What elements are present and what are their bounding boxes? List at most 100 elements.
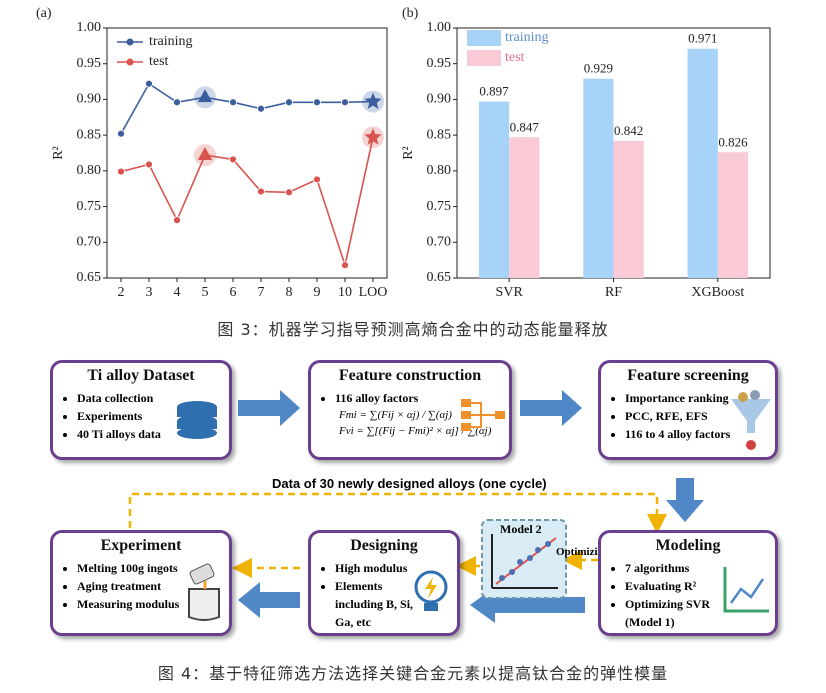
x-tick-label: 4 [174, 285, 181, 300]
x-tick-label: XGBoost [691, 285, 744, 300]
arrow [238, 390, 300, 426]
series-line [120, 82, 374, 135]
plot-frame [106, 27, 388, 279]
x-tick-label: 10 [338, 285, 352, 300]
y-axis-label: R² [51, 146, 66, 160]
item: Data collection [77, 389, 221, 407]
cycle-line [128, 492, 667, 534]
screening-box: Feature screening Importance rankingPCC,… [598, 360, 778, 460]
item: High modulus [335, 559, 425, 577]
point [285, 188, 293, 197]
y-tick-label: 0.85 [427, 127, 452, 142]
item: Optimizing SVR (Model 1) [625, 595, 740, 631]
bar [583, 78, 614, 278]
y-tick-label: 1.00 [427, 20, 452, 35]
point [341, 98, 349, 107]
arrow [520, 390, 582, 426]
item: Aging treatment [77, 577, 221, 595]
charts: (a) R² 0.65 0.70 0.75 0.80 0.85 0.90 0.95 1.00 2 3 4… [36, 6, 771, 300]
value-label: 0.929 [584, 61, 613, 76]
x-tick-label: SVR [496, 285, 524, 300]
bulb-icon [414, 570, 448, 611]
box-title: Designing [350, 537, 418, 554]
point [229, 155, 237, 164]
x-tick-label: 5 [202, 285, 209, 300]
point [285, 98, 293, 107]
point [313, 98, 321, 107]
model2-label: Model 2 [500, 522, 542, 536]
panel-label: (a) [36, 6, 52, 21]
y-axis-label: R² [401, 146, 416, 160]
y-tick-label: 0.70 [77, 235, 102, 250]
designing-box: Designing High modulusElements including… [308, 530, 460, 636]
point [313, 175, 321, 184]
x-tick-label: 7 [258, 285, 265, 300]
y-tick-label: 0.70 [427, 235, 452, 250]
point [173, 98, 181, 107]
legend-label: training [505, 30, 549, 45]
optimizing-label: Optimizing [556, 546, 610, 558]
y-tick-label: 0.95 [427, 56, 452, 71]
point [364, 92, 382, 109]
value-label: 0.897 [479, 84, 509, 99]
item: Elements including B, Si, Ga, etc [335, 577, 425, 631]
point [117, 129, 125, 138]
point [197, 89, 213, 103]
chart-icon [723, 567, 769, 613]
item: Importance ranking [625, 389, 735, 407]
box-title: Feature construction [338, 367, 482, 384]
item: 116 to 4 alloy factors [625, 425, 735, 443]
item: Melting 100g ingots [77, 559, 221, 577]
value-label: 0.847 [510, 119, 540, 134]
value-label: 0.842 [614, 123, 643, 138]
funnel-icon [731, 390, 771, 450]
x-tick-label: LOO [359, 285, 388, 300]
y-tick-label: 0.65 [427, 270, 452, 285]
value-label: 0.971 [688, 31, 717, 46]
point [229, 98, 237, 107]
item: 7 algorithms [625, 559, 740, 577]
point [145, 160, 153, 169]
item: PCC, RFE, EFS [625, 407, 735, 425]
y-tick-label: 0.95 [77, 56, 102, 71]
formula: Fvi = ∑[(Fij − Fmi)² × αj] / ∑(αj) [339, 425, 492, 437]
value-label: 0.826 [718, 134, 748, 149]
y-tick-label: 0.85 [77, 127, 102, 142]
bar [687, 48, 718, 278]
point [173, 216, 181, 225]
arrow [666, 478, 704, 522]
point [257, 187, 265, 196]
x-tick-label: 3 [146, 285, 153, 300]
legend-label: test [505, 50, 525, 65]
crucible-icon [188, 563, 220, 621]
y-tick-label: 0.80 [77, 163, 102, 178]
item: Experiments [77, 407, 221, 425]
legend-label: training [149, 34, 193, 49]
item: 40 Ti alloys data [77, 425, 221, 443]
point [145, 79, 153, 88]
point [117, 167, 125, 176]
formula: Fmi = ∑(Fij × αj) / ∑(αj) [339, 409, 452, 421]
inset-axes [491, 534, 558, 589]
item: Evaluating R² [625, 577, 740, 595]
point [364, 128, 382, 145]
modeling-box: Modeling 7 algorithmsEvaluating R²Optimi… [598, 530, 778, 636]
bar [509, 137, 540, 278]
legend-swatch [467, 30, 501, 46]
database-icon [177, 401, 217, 439]
panel-label: (b) [402, 6, 419, 21]
y-tick-label: 0.75 [427, 199, 452, 214]
box-title: Feature screening [627, 367, 749, 384]
y-tick-label: 0.75 [77, 199, 102, 214]
legend-swatch [467, 50, 501, 66]
flow-arrows [238, 390, 704, 623]
caption: 图 3：机器学习指导预测高熵合金中的动态能量释放 [217, 320, 609, 339]
y-tick-label: 0.80 [427, 163, 452, 178]
y-tick-label: 1.00 [77, 20, 102, 35]
point [257, 104, 265, 113]
item: 116 alloy factors [335, 389, 501, 407]
x-tick-label: 2 [118, 285, 125, 300]
legend-label: test [149, 54, 169, 69]
x-tick-label: 9 [314, 285, 321, 300]
